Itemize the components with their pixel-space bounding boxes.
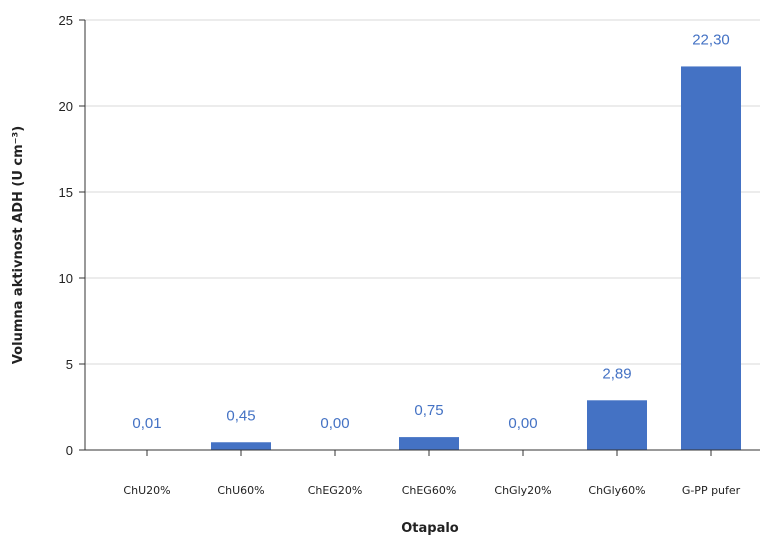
y-tick-label: 15 — [59, 185, 73, 200]
y-tick-label: 25 — [59, 13, 73, 28]
x-axis-ticks: ChU20% ChU60% ChEG20% ChEG60% ChGly20% ChGly6… — [123, 450, 741, 497]
data-label: 0,75 — [414, 402, 443, 419]
bars — [117, 66, 741, 450]
data-label: 22,30 — [692, 31, 730, 48]
y-tick-label: 10 — [59, 271, 73, 286]
data-label: 0,00 — [320, 415, 349, 432]
x-tick-label: ChU20% — [123, 484, 170, 497]
gridlines — [85, 19, 760, 365]
bar — [681, 66, 741, 450]
y-tick-label: 20 — [59, 99, 73, 114]
y-tick-label: 0 — [66, 443, 73, 458]
x-tick-label: ChGly20% — [494, 484, 551, 497]
x-axis-title: Otapalo — [401, 521, 459, 536]
data-label: 0,45 — [226, 407, 255, 424]
data-label: 0,00 — [508, 415, 537, 432]
data-label: 0,01 — [132, 415, 161, 432]
y-tick-label: 5 — [66, 357, 73, 372]
y-axis-ticks: 0 5 10 15 20 25 — [59, 13, 85, 458]
x-tick-label: ChEG20% — [308, 484, 363, 497]
x-tick-label: ChGly60% — [588, 484, 645, 497]
x-tick-label: ChEG60% — [402, 484, 457, 497]
x-tick-label: G-PP pufer — [682, 484, 741, 497]
y-axis-title: Volumna aktivnost ADH (U cm⁻³) — [11, 126, 26, 364]
bar — [399, 437, 459, 450]
bar — [587, 400, 647, 450]
data-labels: 0,01 0,45 0,00 0,75 0,00 2,89 22,30 — [132, 31, 729, 432]
bar — [211, 442, 271, 450]
data-label: 2,89 — [602, 365, 631, 382]
x-tick-label: ChU60% — [217, 484, 264, 497]
